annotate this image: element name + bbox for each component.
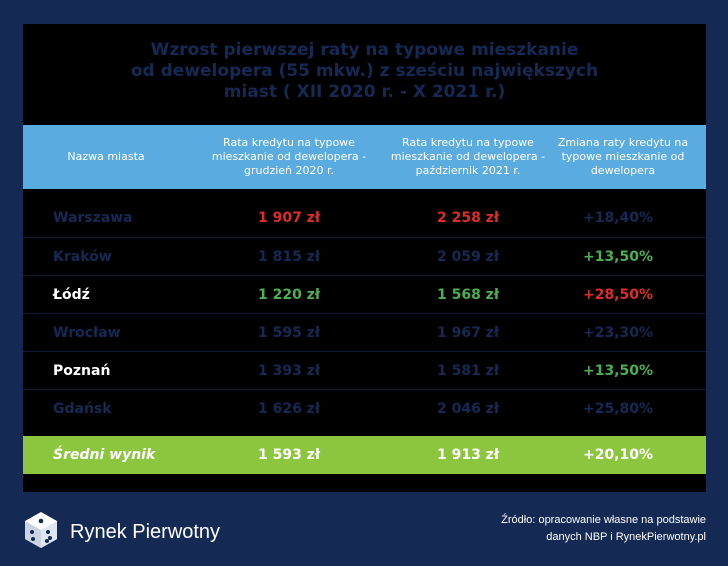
table-row: Poznań 1 393 zł 1 581 zł +13,50%: [23, 351, 706, 389]
header-oct2021: Rata kredytu na typowe mieszkanie od dew…: [390, 136, 546, 177]
city-cell: Warszawa: [53, 210, 133, 226]
dec2020-cell: 1 595 zł: [257, 325, 321, 341]
source-line-2: danych NBP i RynekPierwotny.pl: [546, 531, 706, 543]
cube-logo-icon: [22, 510, 60, 554]
table-row: Warszawa 1 907 zł 2 258 zł +18,40%: [23, 199, 706, 237]
city-cell: Gdańsk: [53, 401, 112, 417]
header-city: Nazwa miasta: [67, 150, 145, 163]
oct2021-cell: 2 046 zł: [436, 401, 500, 417]
table-header: Nazwa miasta Rata kredytu na typowe mies…: [23, 125, 706, 189]
chart-title: Wzrost pierwszej raty na typowe mieszkan…: [23, 40, 706, 103]
city-cell: Łódź: [53, 287, 90, 303]
oct2021-cell: 2 258 zł: [436, 210, 500, 226]
change-cell: +13,50%: [582, 249, 654, 265]
change-cell: +28,50%: [582, 287, 654, 303]
oct2021-cell: 1 568 zł: [436, 287, 500, 303]
city-cell: Kraków: [53, 249, 112, 265]
city-cell: Poznań: [53, 363, 111, 379]
table-body: Warszawa 1 907 zł 2 258 zł +18,40% Kraków 1 8…: [23, 199, 706, 427]
table-row: Gdańsk 1 626 zł 2 046 zł +25,80%: [23, 389, 706, 427]
dec2020-cell: 1 626 zł: [257, 401, 321, 417]
change-cell: +25,80%: [582, 401, 654, 417]
average-label: Średni wynik: [53, 447, 156, 463]
brand-logo: Rynek Pierwotny: [22, 512, 220, 552]
oct2021-cell: 2 059 zł: [436, 249, 500, 265]
logo-text: Rynek Pierwotny: [70, 520, 221, 543]
dec2020-cell: 1 220 zł: [257, 287, 321, 303]
table-row: Łódź 1 220 zł 1 568 zł +28,50%: [23, 275, 706, 313]
source-line-1: Źródło: opracowanie własne na podstawie: [501, 514, 706, 526]
title-line-2: od dewelopera (55 mkw.) z sześciu najwię…: [130, 61, 599, 81]
oct2021-cell: 1 581 zł: [436, 363, 500, 379]
header-dec2020: Rata kredytu na typowe mieszkanie od dew…: [211, 136, 367, 177]
oct2021-cell: 1 967 zł: [436, 325, 500, 341]
change-cell: +23,30%: [582, 325, 654, 341]
source-note: Źródło: opracowanie własne na podstawie …: [406, 512, 706, 546]
dec2020-cell: 1 393 zł: [257, 363, 321, 379]
average-change: +20,10%: [582, 447, 654, 463]
change-cell: +18,40%: [582, 210, 654, 226]
table-card: Wzrost pierwszej raty na typowe mieszkan…: [23, 24, 706, 492]
table-row: Wrocław 1 595 zł 1 967 zł +23,30%: [23, 313, 706, 351]
average-oct2021: 1 913 zł: [436, 447, 500, 463]
header-change: Zmiana raty kredytu na typowe mieszkanie…: [557, 136, 689, 177]
title-line-1: Wzrost pierwszej raty na typowe mieszkan…: [150, 40, 579, 60]
city-cell: Wrocław: [53, 325, 121, 341]
title-line-3: miast ( XII 2020 r. - X 2021 r.): [223, 82, 506, 102]
dec2020-cell: 1 907 zł: [257, 210, 321, 226]
change-cell: +13,50%: [582, 363, 654, 379]
table-row: Kraków 1 815 zł 2 059 zł +13,50%: [23, 237, 706, 275]
average-dec2020: 1 593 zł: [257, 447, 321, 463]
average-row: Średni wynik 1 593 zł 1 913 zł +20,10%: [23, 436, 706, 474]
dec2020-cell: 1 815 zł: [257, 249, 321, 265]
